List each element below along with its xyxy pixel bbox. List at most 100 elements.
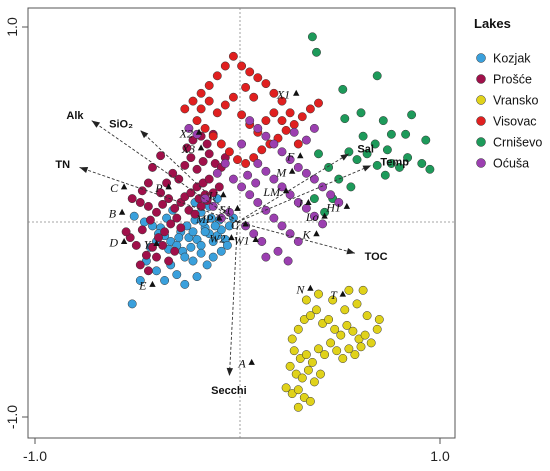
point-prosce xyxy=(204,149,214,159)
species-label-mp: MP xyxy=(195,212,214,226)
species-marker-m xyxy=(288,167,296,174)
point-vransko xyxy=(309,377,319,387)
species-label-x3: X3 xyxy=(181,142,195,156)
y-axis: 1.0 -1.0 xyxy=(4,17,28,429)
legend-swatch-crnisevo xyxy=(476,137,486,147)
point-vransko xyxy=(372,324,382,334)
point-crnisevo xyxy=(425,164,435,174)
species-label-s1: S1 xyxy=(220,202,232,216)
point-crnisevo xyxy=(386,129,396,139)
point-vransko xyxy=(314,344,323,354)
vector-arrowhead-alk xyxy=(91,120,101,128)
point-crnisevo xyxy=(372,160,382,170)
point-visovac xyxy=(241,159,251,168)
point-prosce xyxy=(135,260,145,270)
point-visovac xyxy=(220,100,230,110)
point-kozjak xyxy=(180,252,190,262)
point-vransko xyxy=(362,311,372,321)
point-crnisevo xyxy=(338,84,348,94)
point-kozjak xyxy=(208,252,218,262)
point-vransko xyxy=(358,285,368,295)
point-visovac xyxy=(261,79,271,89)
x-tick-label-min: -1.0 xyxy=(23,448,47,464)
point-vransko xyxy=(305,396,315,406)
point-visovac xyxy=(257,145,267,155)
point-prosce xyxy=(141,250,151,260)
point-visovac xyxy=(281,125,291,135)
species-label-d: D xyxy=(108,236,118,250)
point-prosce xyxy=(152,252,161,262)
point-visovac xyxy=(261,116,271,126)
point-ocusa xyxy=(261,131,271,141)
point-vransko xyxy=(324,315,334,324)
point-prosce xyxy=(190,209,200,219)
species-label-lm: LM xyxy=(262,185,281,199)
species-label-c: C xyxy=(110,181,119,195)
species-marker-g xyxy=(242,220,249,227)
point-prosce xyxy=(170,203,180,213)
point-visovac xyxy=(212,71,222,81)
species-marker-f xyxy=(297,152,304,159)
series-vransko xyxy=(281,285,384,412)
point-vransko xyxy=(314,289,323,299)
point-ocusa xyxy=(293,162,303,172)
point-prosce xyxy=(158,199,168,209)
point-kozjak xyxy=(202,260,212,270)
point-kozjak xyxy=(160,276,170,285)
point-ocusa xyxy=(245,116,255,126)
point-prosce xyxy=(192,164,202,174)
species-label-t: T xyxy=(330,288,338,302)
point-kozjak xyxy=(152,266,161,276)
point-ocusa xyxy=(261,166,271,176)
point-vransko xyxy=(360,330,370,340)
species-marker-w2 xyxy=(228,234,235,241)
point-kozjak xyxy=(222,240,232,250)
vector-sal xyxy=(237,153,350,223)
point-ocusa xyxy=(277,147,287,157)
point-visovac xyxy=(188,96,198,106)
point-crnisevo xyxy=(358,131,368,141)
legend: Lakes Kozjak Prošće Vransko Visovac Crniševo… xyxy=(474,16,542,171)
point-crnisevo xyxy=(395,162,404,172)
point-vransko xyxy=(348,326,358,336)
point-prosce xyxy=(145,215,155,225)
point-vransko xyxy=(312,305,321,315)
species-label-p: P xyxy=(154,181,163,195)
species-marker-t xyxy=(339,290,346,297)
point-ocusa xyxy=(253,123,263,133)
species-label-k: K xyxy=(301,228,311,242)
point-visovac xyxy=(269,88,279,98)
species-marker-n xyxy=(307,284,314,291)
point-vransko xyxy=(316,369,325,379)
point-ocusa xyxy=(228,174,238,184)
point-prosce xyxy=(143,201,153,211)
point-crnisevo xyxy=(312,47,321,57)
point-prosce xyxy=(137,225,147,235)
point-crnisevo xyxy=(403,153,413,163)
series-visovac xyxy=(180,51,323,168)
species-marker-j xyxy=(305,199,312,205)
species-marker-y xyxy=(153,239,160,246)
vector-toc xyxy=(237,221,356,254)
point-ocusa xyxy=(283,256,293,266)
point-visovac xyxy=(285,108,295,118)
point-ocusa xyxy=(261,252,271,262)
point-kozjak xyxy=(224,221,234,231)
vector-temp xyxy=(237,165,372,223)
vector-arrowhead-sio- xyxy=(140,130,149,139)
species-marker-u xyxy=(220,191,227,198)
point-ocusa xyxy=(318,219,328,229)
point-vransko xyxy=(293,402,303,412)
species-label-w1: W1 xyxy=(234,234,250,248)
point-prosce xyxy=(170,246,180,256)
point-vransko xyxy=(344,285,354,295)
species-label-x1: X1 xyxy=(276,87,290,101)
point-ocusa xyxy=(249,229,259,239)
legend-swatch-kozjak xyxy=(476,53,486,63)
point-prosce xyxy=(182,143,192,153)
species-label-e: E xyxy=(138,278,147,292)
point-ocusa xyxy=(220,159,230,168)
point-crnisevo xyxy=(344,147,354,157)
point-prosce xyxy=(214,182,224,192)
